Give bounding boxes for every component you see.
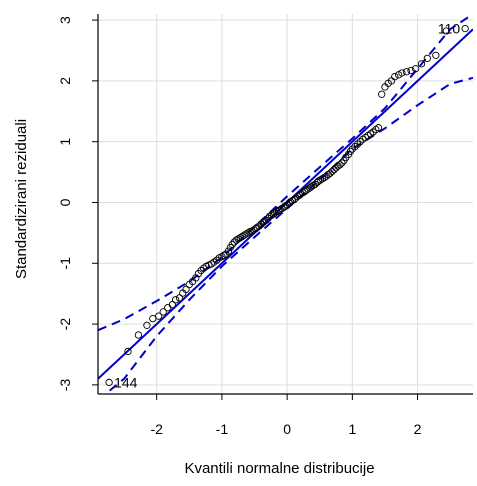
data-point [240,231,248,239]
data-point [255,222,263,230]
data-point [224,247,233,255]
data-point [182,285,190,294]
data-point [330,165,338,174]
data-point [338,159,346,167]
reference-line-group [98,28,473,380]
data-point [228,240,236,249]
data-point [265,212,274,221]
y-tick-label: 2 [57,77,73,85]
x-tick-label: 1 [348,421,356,437]
y-tick-label: -3 [57,378,73,391]
data-point [164,304,172,312]
data-point [234,235,242,243]
data-point [348,145,356,153]
data-point [171,296,180,304]
data-point [105,378,113,387]
x-tick-label: 0 [283,421,291,437]
data-point [328,167,336,176]
data-point [351,142,359,151]
data-point [302,186,310,194]
data-point [242,230,250,238]
data-point [391,72,399,81]
y-tick-label: 1 [57,138,73,146]
data-point [175,294,184,302]
data-point [155,312,163,320]
data-point [398,69,406,77]
data-point [316,176,325,184]
data-point [236,234,244,242]
data-point [346,147,355,156]
data-point [134,331,143,339]
data-point [318,175,326,183]
data-point [417,60,426,68]
point-label: 110 [438,21,461,37]
data-point [402,68,411,76]
envelope-lower-line [103,76,473,394]
data-point [168,300,176,309]
x-tick-label: -1 [216,421,229,437]
x-tick-label: -2 [150,421,163,437]
y-tick-label: -1 [57,257,73,270]
data-point [369,128,377,136]
data-point [124,347,132,356]
data-point [374,124,383,132]
data-point [326,169,334,177]
data-point [143,321,151,329]
data-point [197,266,205,275]
data-point [423,54,431,63]
envelope-upper-line [98,14,473,332]
x-axis: -2 -1 0 1 2 [150,394,422,437]
data-point [192,274,200,282]
data-point [442,27,450,35]
plot-frame [97,14,473,395]
data-point [286,198,295,206]
data-points [105,24,469,387]
data-point [297,190,305,198]
data-point [220,251,228,260]
data-point [461,24,469,33]
y-tick-label: -2 [57,318,73,331]
data-point [238,232,246,241]
y-axis-title: Standardizirani reziduali [13,119,30,279]
data-point [307,183,315,191]
data-point [432,51,440,59]
data-point [276,206,284,214]
data-point [411,65,420,73]
data-point [378,90,386,98]
data-point [407,66,415,75]
point-labels: 144 110 [114,21,460,391]
data-point [232,236,240,244]
data-point [213,256,221,264]
reference-line [98,28,473,380]
data-point [244,229,252,237]
data-point [336,161,344,169]
data-point [314,177,323,185]
data-point [248,227,256,235]
data-point [218,252,226,261]
x-axis-title: Kvantili normalne distribucije [184,460,374,477]
x-tick-label: 2 [414,421,422,437]
data-point [356,138,364,146]
y-axis: -3 -2 -1 0 1 2 3 [57,16,98,391]
point-label: 144 [114,374,138,390]
y-tick-label: 3 [57,16,73,24]
data-point [159,308,167,316]
y-tick-label: 0 [57,198,73,206]
data-point [353,140,362,148]
